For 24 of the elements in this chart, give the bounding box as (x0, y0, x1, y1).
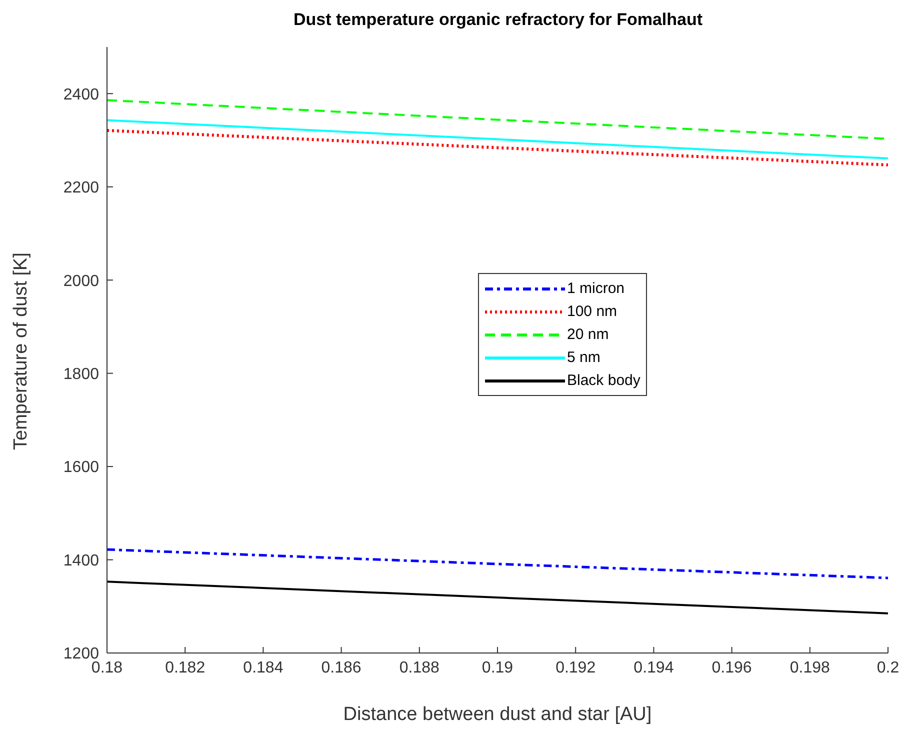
legend-label: 5 nm (567, 349, 600, 366)
x-tick-label: 0.194 (634, 659, 674, 676)
y-tick-label: 1400 (63, 552, 100, 570)
y-axis-title: Temperature of dust [K] (10, 252, 32, 450)
legend-label: 100 nm (567, 303, 618, 320)
x-tick-label: 0.192 (556, 659, 596, 676)
x-tick-label: 0.186 (321, 659, 362, 676)
y-tick-label: 1800 (63, 366, 100, 383)
x-tick-label: 0.2 (876, 659, 900, 676)
legend-label: Black body (567, 372, 640, 389)
x-tick-label: 0.188 (399, 659, 440, 676)
legend-label: 1 micron (567, 280, 625, 297)
legend-label: 20 nm (567, 326, 609, 343)
y-tick-label: 2200 (63, 180, 100, 197)
x-tick-label: 0.182 (165, 659, 206, 676)
x-tick-label: 0.19 (482, 659, 514, 676)
x-axis-title: Distance between dust and star [AU] (343, 704, 652, 725)
x-tick-label: 0.184 (243, 659, 284, 676)
x-tick-label: 0.198 (790, 659, 830, 676)
chart-title: Dust temperature organic refractory for Fomalhaut (292, 10, 704, 30)
y-tick-label: 1600 (63, 459, 100, 476)
x-tick-label: 0.196 (712, 659, 752, 676)
y-tick-label: 2000 (63, 272, 100, 290)
y-tick-label: 2400 (63, 86, 100, 104)
